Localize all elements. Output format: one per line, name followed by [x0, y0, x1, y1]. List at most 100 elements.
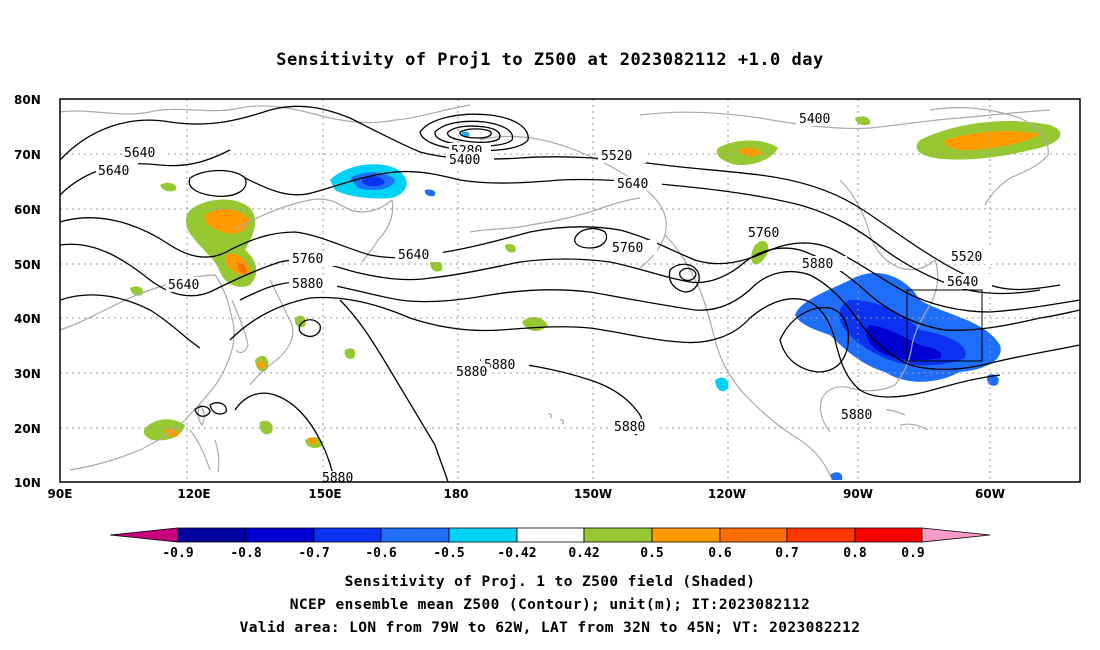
- svg-text:5640: 5640: [124, 146, 155, 161]
- coastline-philippines: [189, 429, 220, 473]
- contour-line: [188, 169, 247, 197]
- positive-sensitivity-philippines: [143, 419, 185, 441]
- contour-label: 5880: [481, 357, 529, 373]
- z500-contours: [59, 105, 1081, 483]
- positive-sensitivity-small: [855, 116, 871, 126]
- positive-sensitivity-small: [259, 420, 273, 435]
- contour-line: [459, 128, 492, 139]
- colorbar-label: 0.9: [901, 546, 924, 561]
- contour-line: [59, 105, 1061, 291]
- contour-label: 5640: [96, 163, 138, 179]
- contour-label: 5640: [395, 247, 443, 263]
- sensitivity-shading: [130, 116, 1061, 480]
- lon-label: 60W: [975, 487, 1005, 501]
- svg-text:5880: 5880: [614, 420, 645, 435]
- contour-line: [194, 405, 211, 417]
- negative-sensitivity-small: [715, 377, 729, 392]
- colorbar-swatch: [313, 527, 382, 543]
- coastline-north-america-west: [664, 234, 833, 481]
- positive-sensitivity-small: [505, 243, 516, 253]
- coastline-kamchatka: [361, 199, 394, 263]
- contour-label: 5640: [122, 145, 164, 161]
- contour-line: [779, 306, 850, 373]
- svg-text:5400: 5400: [449, 153, 480, 168]
- colorbar: -0.9 -0.8 -0.7 -0.6 -0.5 -0.42 0.42 0.5 …: [109, 527, 991, 561]
- contour-line: [229, 296, 1001, 398]
- svg-text:5880: 5880: [484, 358, 515, 373]
- colorbar-end-right: [921, 527, 991, 543]
- contour-labels: 5640 5640 5640 5280 5400 5520 5640 5400 …: [96, 111, 996, 486]
- contour-label: 5880: [454, 364, 490, 380]
- contour-label: 5520: [598, 148, 646, 164]
- contour-label: 5880: [838, 407, 886, 423]
- contour-label: 5400: [446, 152, 494, 168]
- positive-sensitivity-small: [308, 437, 317, 445]
- svg-text:5400: 5400: [799, 112, 830, 127]
- contour-label: 5760: [609, 240, 657, 256]
- coastline-hudson: [839, 179, 936, 271]
- contour-label: 5640: [944, 274, 992, 290]
- svg-text:5880: 5880: [841, 408, 872, 423]
- colorbar-swatch: [651, 527, 721, 543]
- coastline-japan: [249, 279, 294, 386]
- coastline-siberia: [59, 104, 471, 124]
- map-title: Sensitivity of Proj1 to Z500 at 20230821…: [276, 50, 824, 70]
- coastline-us-east: [894, 259, 939, 386]
- caption-line-3: Valid area: LON from 79W to 62W, LAT fro…: [239, 620, 861, 636]
- svg-text:5520: 5520: [951, 250, 982, 265]
- colorbar-swatch: [786, 527, 856, 543]
- colorbar-swatch: [245, 527, 315, 543]
- contour-line: [668, 263, 700, 293]
- coastline-hawaii: [547, 413, 565, 425]
- positive-sensitivity-small: [294, 315, 306, 328]
- colorbar-label: -0.8: [230, 546, 261, 561]
- lat-label: 10N: [14, 476, 41, 490]
- contour-line: [419, 113, 529, 152]
- lon-label: 90E: [48, 487, 73, 501]
- lon-label: 180: [443, 487, 468, 501]
- contour-line: [298, 319, 321, 338]
- lat-label: 80N: [14, 93, 41, 107]
- svg-text:5880: 5880: [802, 257, 833, 272]
- colorbar-swatch: [177, 527, 247, 543]
- svg-text:5640: 5640: [617, 177, 648, 192]
- colorbar-swatch: [448, 527, 518, 543]
- contour-line: [234, 392, 336, 483]
- map-frame: [59, 98, 1081, 483]
- lat-label: 20N: [14, 422, 41, 436]
- contour-label: 5880: [611, 419, 659, 435]
- svg-text:5640: 5640: [168, 278, 199, 293]
- negative-sensitivity-small: [830, 472, 843, 480]
- contour-line: [209, 402, 227, 415]
- contour-line: [59, 217, 1081, 313]
- caption-line-1: Sensitivity of Proj. 1 to Z500 field (Sh…: [344, 574, 756, 590]
- positive-sensitivity-small: [130, 286, 144, 296]
- coastline-greenland: [929, 107, 1049, 206]
- colorbar-label: 0.6: [708, 546, 732, 561]
- lat-label: 50N: [14, 258, 41, 272]
- coastline-taiwan: [197, 403, 205, 427]
- coastline-korea: [231, 299, 249, 354]
- lat-label: 40N: [14, 312, 41, 326]
- svg-text:5760: 5760: [292, 252, 323, 267]
- valid-area-box: [906, 289, 983, 362]
- colorbar-swatch: [516, 527, 585, 543]
- contour-line: [59, 243, 1081, 331]
- colorbar-end-left: [109, 527, 179, 543]
- svg-text:5640: 5640: [947, 275, 978, 290]
- positive-sensitivity-pacific: [522, 316, 548, 332]
- contour-label: 5400: [796, 111, 844, 127]
- colorbar-label: -0.5: [433, 546, 464, 561]
- colorbar-swatch: [854, 527, 923, 543]
- caption-line-2: NCEP ensemble mean Z500 (Contour); unit(…: [289, 597, 811, 613]
- positive-sensitivity-small: [344, 348, 356, 359]
- contour-label: 5640: [614, 176, 662, 192]
- coastline-okhotsk: [234, 198, 393, 231]
- colorbar-label: 0.5: [640, 546, 663, 561]
- colorbar-swatch: [380, 527, 450, 543]
- latitude-labels: 80N 70N 60N 50N 40N 30N 20N 10N: [14, 93, 41, 490]
- contour-line: [678, 267, 697, 281]
- svg-text:5520: 5520: [601, 149, 632, 164]
- colorbar-label: -0.42: [497, 546, 536, 561]
